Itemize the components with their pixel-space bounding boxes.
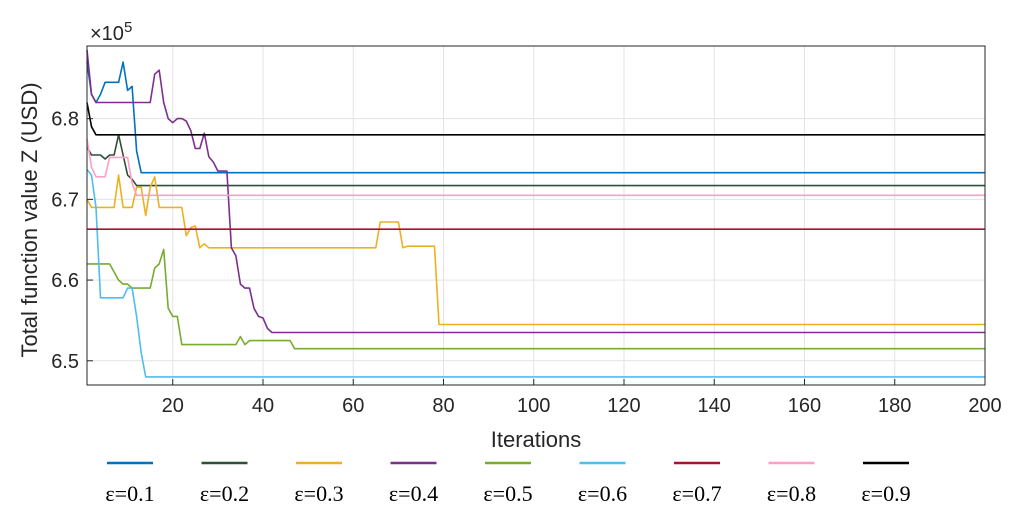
legend-label: ε=0.7	[672, 481, 721, 506]
x-tick-label: 180	[878, 395, 911, 417]
x-tick-label: 100	[517, 395, 550, 417]
y-tick-label: 6.5	[51, 351, 79, 373]
plot-area-frame	[86, 45, 986, 386]
series-line	[86, 49, 985, 334]
series-line	[86, 134, 985, 187]
x-tick-label: 60	[342, 395, 364, 417]
series-line	[87, 248, 985, 350]
legend: ε=0.1 ε=0.2 ε=0.3 ε=0.4 ε=0.5 ε=0.6 ε=0.7 ε=0.8…	[105, 461, 911, 506]
x-tick-label: 200	[968, 395, 1001, 417]
y-exponent-label: ×105	[90, 19, 132, 45]
legend-label: ε=0.6	[578, 481, 627, 506]
legend-label: ε=0.4	[389, 481, 438, 506]
y-tick-label: 6.6	[51, 270, 79, 292]
legend-label: ε=0.8	[767, 481, 816, 506]
series-line	[86, 102, 985, 136]
series-line	[86, 174, 985, 326]
x-tick-label: 160	[788, 395, 821, 417]
series-line	[86, 168, 985, 378]
x-axis-label: Iterations	[491, 427, 582, 452]
x-tick-label: 120	[607, 395, 640, 417]
y-axis-label: Total function value Z (USD)	[17, 82, 42, 357]
y-exponent-power: 5	[124, 19, 132, 36]
x-tick-label: 140	[698, 395, 731, 417]
x-tick-label: 80	[432, 395, 454, 417]
y-exponent-base: ×10	[90, 23, 124, 45]
x-tick-label: 40	[252, 395, 274, 417]
x-tick-label: 20	[162, 395, 184, 417]
legend-label: ε=0.2	[200, 481, 249, 506]
y-axis: 6.5 6.6 6.7 6.8	[51, 109, 93, 373]
series-line	[86, 138, 985, 197]
y-tick-label: 6.8	[51, 109, 79, 131]
series-layer	[86, 49, 985, 378]
y-tick-label: 6.7	[51, 189, 79, 211]
legend-label: ε=0.9	[861, 481, 910, 506]
x-axis: 20 40 60 80 100 120 140 160 180 200	[162, 379, 1002, 417]
legend-label: ε=0.1	[105, 481, 154, 506]
legend-label: ε=0.5	[483, 481, 532, 506]
legend-label: ε=0.3	[294, 481, 343, 506]
